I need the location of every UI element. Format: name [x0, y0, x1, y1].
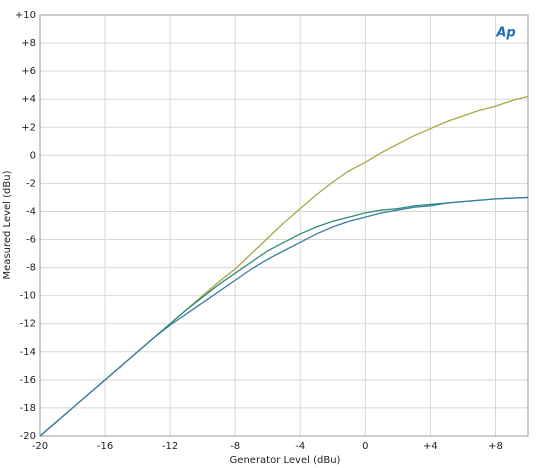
x-tick-label: -4 [295, 441, 305, 452]
data-line [39, 95, 529, 437]
x-tick-label: +4 [423, 441, 438, 452]
x-tick-label: +8 [488, 441, 503, 452]
y-tick-label: +2 [21, 122, 36, 133]
y-tick-label: 0 [30, 150, 36, 161]
y-tick-label: -2 [26, 178, 36, 189]
logo: Ap [495, 26, 515, 41]
y-tick-label: -8 [26, 263, 36, 274]
y-tick-label: -20 [20, 431, 36, 442]
y-tick-label: -12 [20, 319, 36, 330]
y-tick-label: -18 [20, 403, 36, 414]
x-tick-label: -8 [230, 441, 240, 452]
y-tick-label: +6 [21, 66, 36, 77]
y-tick-label: -4 [26, 206, 36, 217]
x-tick-label: -16 [97, 441, 113, 452]
x-tick-label: -12 [162, 441, 178, 452]
y-tick-label: -10 [20, 291, 36, 302]
y-tick-label: +8 [21, 38, 36, 49]
y-tick-label: -16 [20, 375, 36, 386]
x-tick-label: -20 [32, 441, 48, 452]
data-line [39, 196, 529, 437]
y-tick-label: +4 [21, 94, 36, 105]
y-tick-label: +10 [15, 10, 36, 21]
y-tick-label: -6 [26, 235, 36, 246]
plot-frame [39, 14, 529, 437]
x-axis-label: Generator Level (dBu) [230, 455, 341, 466]
y-axis-label: Measured Level (dBu) [2, 170, 13, 279]
data-line [39, 196, 529, 437]
x-tick-label: 0 [362, 441, 368, 452]
y-tick-label: -14 [20, 347, 36, 358]
